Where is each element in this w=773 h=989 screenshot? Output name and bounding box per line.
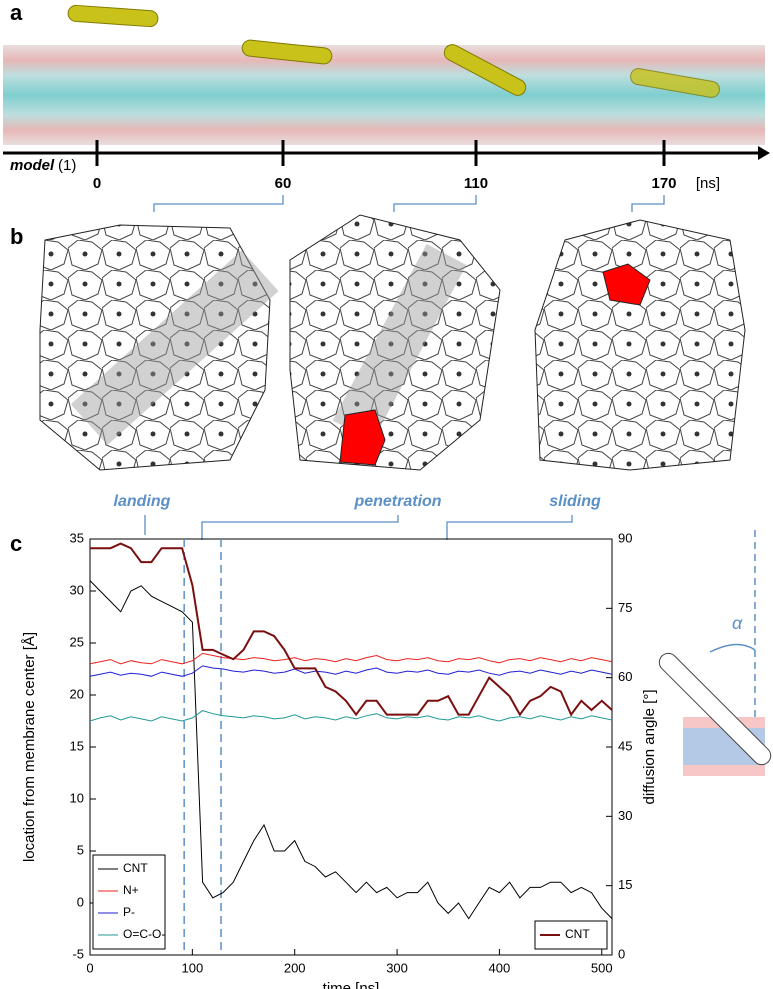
arrow-head: [758, 146, 770, 160]
timeline-tick-label: 170: [651, 175, 676, 192]
y2-tick-label: 0: [618, 946, 625, 961]
timeline-tick-label: 60: [275, 175, 292, 192]
y-tick-label: 0: [77, 894, 84, 909]
y-tick-label: 20: [70, 686, 84, 701]
series-line: [89, 652, 613, 665]
series-line: [89, 580, 613, 920]
y2-tick-label: 30: [618, 808, 632, 823]
y-tick-label: 5: [77, 842, 84, 857]
y-tick-label: 25: [70, 634, 84, 649]
series-line: [90, 542, 613, 717]
y-axis-label: location from membrane center [Å]: [21, 632, 38, 862]
y2-tick-label: 15: [618, 877, 632, 892]
legend-label: CNT: [565, 927, 590, 941]
panel-label: a: [10, 0, 23, 25]
x-tick-label: 0: [86, 960, 93, 975]
y-tick-label: 30: [70, 582, 84, 597]
legend-label: N+: [123, 883, 139, 897]
timeline-tick-label: 0: [93, 175, 101, 192]
legend-label: P-: [123, 905, 135, 919]
chart: 0 100 200 300 400 500-50510152025303501530456…: [21, 530, 658, 989]
x-tick-label: 300: [386, 960, 408, 975]
y-tick-label: 10: [70, 790, 84, 805]
x-axis-label: time [ns]: [323, 980, 380, 989]
series-line: [89, 710, 613, 722]
model-index: (1): [58, 157, 76, 174]
panel-label: c: [10, 531, 22, 556]
connectors: [144, 195, 665, 540]
x-tick-label: 200: [284, 960, 306, 975]
annotation: penetration: [353, 493, 441, 510]
legend-label: O=C-O-: [123, 927, 165, 941]
legend-label: CNT: [123, 861, 148, 875]
y-tick-label: 15: [70, 738, 84, 753]
membrane: [3, 45, 765, 145]
annotation: sliding: [549, 493, 601, 510]
series-line: [89, 665, 613, 677]
angle-schematic: α: [658, 530, 772, 776]
y2-axis-label: diffusion angle [°]: [641, 690, 658, 805]
y2-tick-label: 75: [618, 600, 632, 615]
y2-tick-label: 45: [618, 738, 632, 753]
panel-label: b: [10, 224, 23, 249]
x-tick-label: 500: [591, 960, 613, 975]
plot-frame: [89, 538, 613, 956]
y2-tick-label: 90: [618, 530, 632, 545]
timeline-tick-label: 110: [464, 175, 488, 192]
legend-box: [92, 854, 166, 950]
nanotubes: [67, 4, 720, 98]
annotation: landing: [114, 493, 171, 510]
model-label: model: [10, 157, 55, 174]
x-tick-label: 400: [489, 960, 511, 975]
timeline-unit: [ns]: [696, 175, 720, 192]
voronoi-panels: [39, 214, 746, 471]
alpha-label: α: [732, 613, 743, 633]
y-tick-label: -5: [72, 946, 84, 961]
y-tick-label: 35: [70, 530, 84, 545]
x-tick-label: 100: [182, 960, 204, 975]
y2-tick-label: 60: [618, 669, 632, 684]
